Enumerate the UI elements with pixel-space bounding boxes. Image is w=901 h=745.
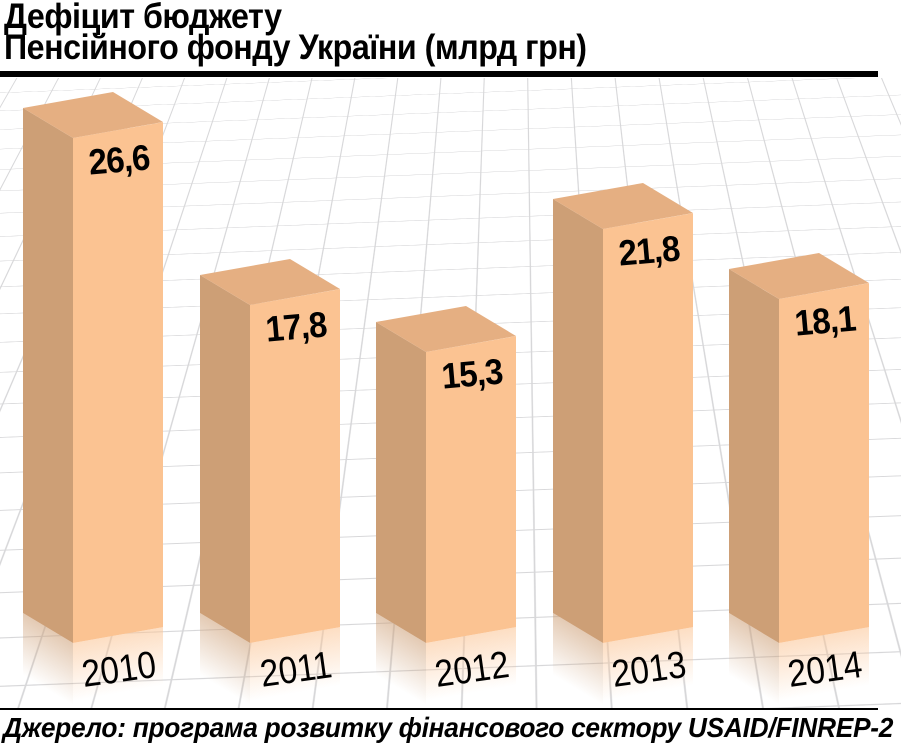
chart-title: Дефіцит бюджету Пенсійного фонду України… (4, 0, 587, 67)
footer-divider-rule (0, 708, 878, 710)
bar-2011: 17,8 2011 (200, 0, 341, 745)
bar-face-front (73, 122, 163, 644)
bar-value-label: 21,8 (616, 227, 682, 274)
bar-value-label: 18,1 (792, 297, 858, 344)
source-caption: Джерело: програма розвитку фінансового с… (3, 712, 894, 743)
bar-face-side (23, 108, 73, 644)
bar-value-label: 26,6 (86, 136, 152, 183)
bar-2012: 15,3 2012 (376, 0, 517, 745)
bar-face-side (376, 322, 426, 644)
bar-2010: 26,6 2010 (23, 0, 164, 745)
title-divider-rule (0, 71, 878, 77)
bar-value-label: 15,3 (439, 350, 505, 397)
bar-face-side (200, 275, 250, 644)
bar-face-side (553, 199, 603, 644)
bar-2014: 18,1 2014 (729, 0, 870, 745)
chart-title-line1: Дефіцит бюджету (4, 0, 282, 36)
bar-face-front (603, 213, 693, 644)
chart-title-line2: Пенсійного фонду України (млрд грн) (4, 28, 587, 67)
bar-face-side (729, 269, 779, 644)
bar-2013: 21,8 2013 (553, 0, 694, 745)
bar-value-label: 17,8 (263, 303, 329, 350)
